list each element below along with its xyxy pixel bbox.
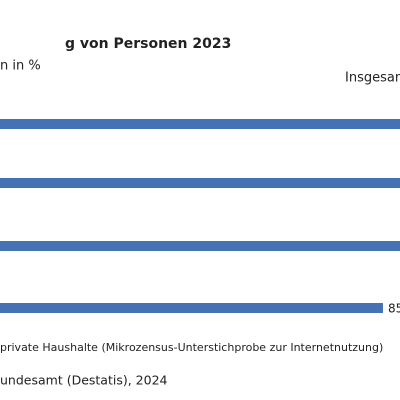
chart-source: undesamt (Destatis), 2024	[0, 373, 168, 388]
chart-note: private Haushalte (Mikrozensus-Unterstic…	[0, 341, 383, 354]
legend-entry: Insgesam	[345, 71, 400, 86]
chart-title: g von Personen 2023	[65, 36, 231, 52]
chart-subtitle: n in %	[0, 59, 41, 74]
bar	[0, 303, 383, 313]
value-label: 85	[388, 302, 400, 316]
bar	[0, 119, 400, 129]
bar	[0, 241, 400, 251]
bar	[0, 178, 400, 188]
